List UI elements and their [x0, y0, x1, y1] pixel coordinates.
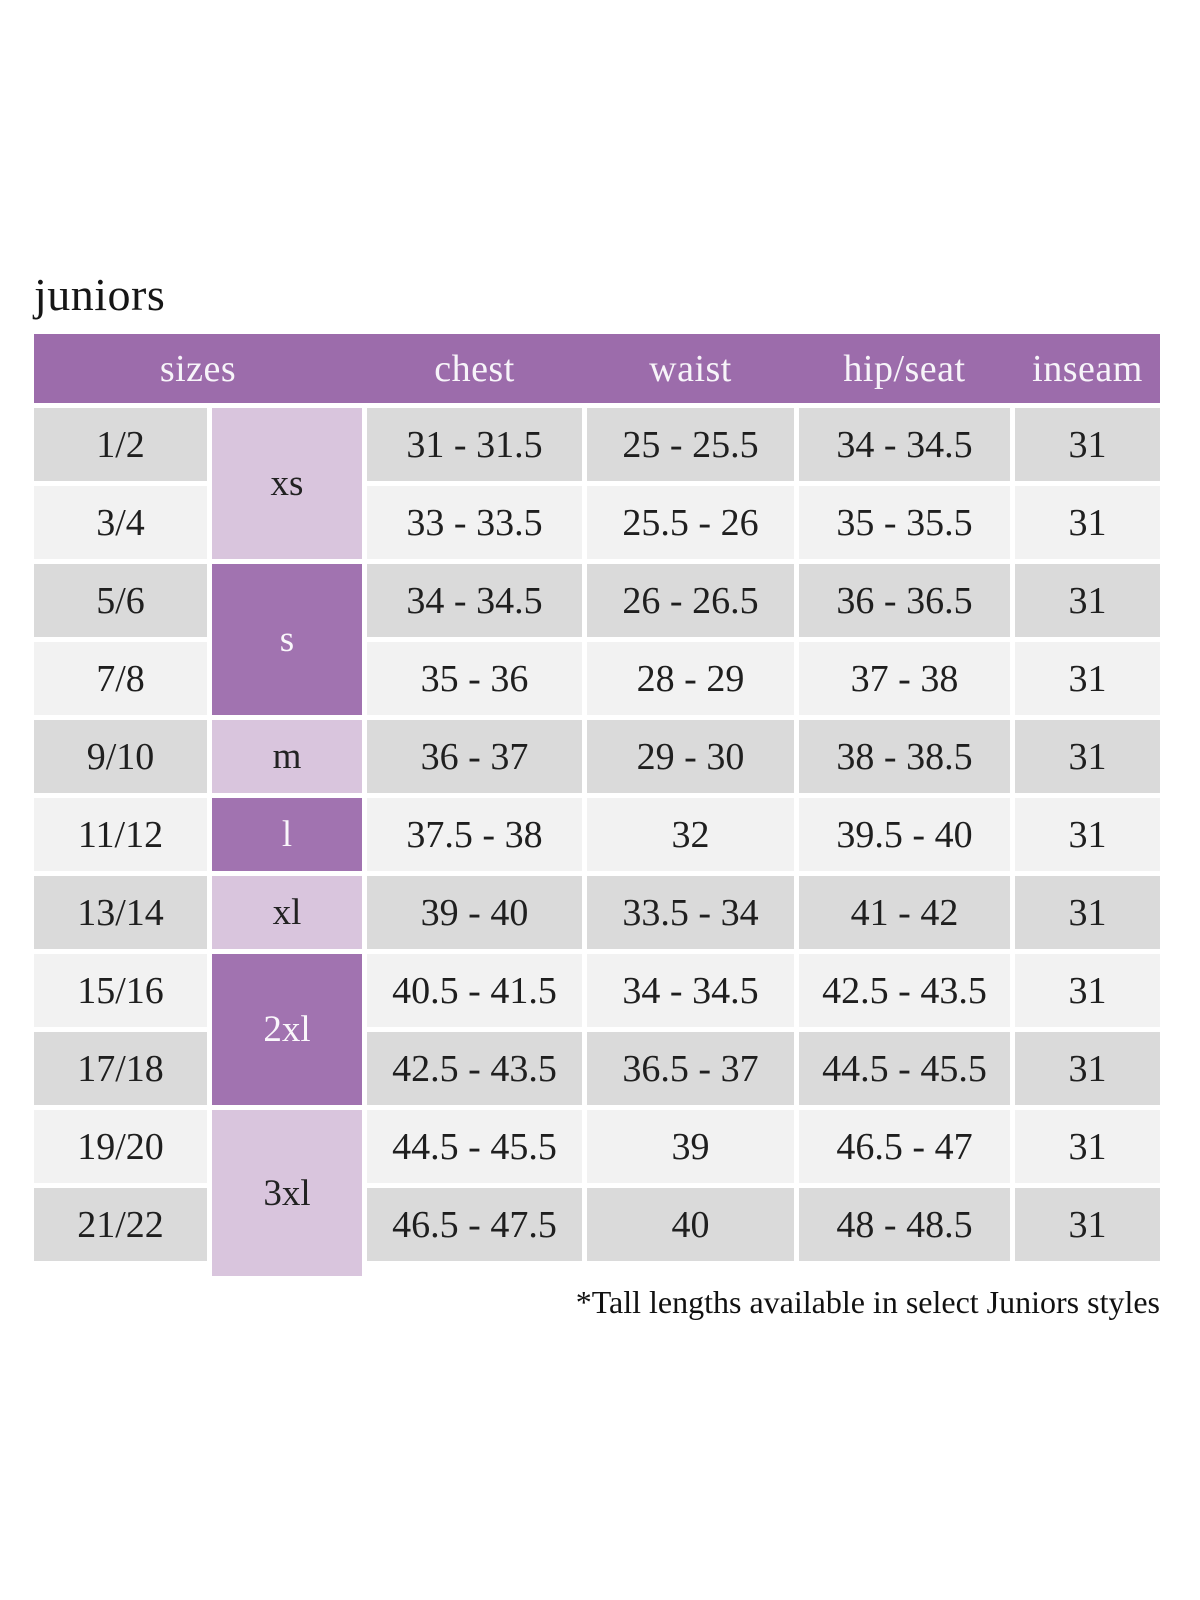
inseam-cell: 31 — [1015, 486, 1160, 559]
chest-cell: 36 - 37 — [367, 720, 582, 793]
chest-cell: 35 - 36 — [367, 642, 582, 715]
inseam-cell: 31 — [1015, 564, 1160, 637]
chest-cell: 40.5 - 41.5 — [367, 954, 582, 1027]
hip-cell: 39.5 - 40 — [799, 798, 1010, 871]
chest-cell: 37.5 - 38 — [367, 798, 582, 871]
size-cell: 3/4 — [34, 486, 207, 559]
waist-cell: 25 - 25.5 — [587, 408, 794, 481]
waist-cell: 32 — [587, 798, 794, 871]
waist-cell: 26 - 26.5 — [587, 564, 794, 637]
size-cell: 9/10 — [34, 720, 207, 793]
page-title: juniors — [34, 269, 166, 320]
hip-cell: 37 - 38 — [799, 642, 1010, 715]
inseam-cell: 31 — [1015, 876, 1160, 949]
hip-cell: 36 - 36.5 — [799, 564, 1010, 637]
chest-cell: 31 - 31.5 — [367, 408, 582, 481]
hip-cell: 35 - 35.5 — [799, 486, 1010, 559]
juniors-size-table: sizes chest waist hip/seat inseam 1/2 xs… — [34, 334, 1160, 1276]
tall-lengths-footnote: *Tall lengths available in select Junior… — [575, 1284, 1160, 1320]
chest-cell: 33 - 33.5 — [367, 486, 582, 559]
hip-cell: 48 - 48.5 — [799, 1188, 1010, 1261]
hip-cell: 44.5 - 45.5 — [799, 1032, 1010, 1105]
waist-cell: 39 — [587, 1110, 794, 1183]
letter-cell-xs: xs — [212, 408, 362, 559]
waist-cell: 33.5 - 34 — [587, 876, 794, 949]
letter-cell-3xl: 3xl — [212, 1110, 362, 1276]
size-cell: 15/16 — [34, 954, 207, 1027]
size-cell: 11/12 — [34, 798, 207, 871]
table-body: 1/2 xs 31 - 31.5 25 - 25.5 34 - 34.5 31 … — [34, 408, 1160, 1276]
inseam-cell: 31 — [1015, 1032, 1160, 1105]
chest-cell: 39 - 40 — [367, 876, 582, 949]
letter-cell-2xl: 2xl — [212, 954, 362, 1105]
chest-cell: 42.5 - 43.5 — [367, 1032, 582, 1105]
chest-cell: 34 - 34.5 — [367, 564, 582, 637]
size-cell: 21/22 — [34, 1188, 207, 1261]
inseam-cell: 31 — [1015, 1110, 1160, 1183]
size-cell: 5/6 — [34, 564, 207, 637]
inseam-cell: 31 — [1015, 954, 1160, 1027]
table-header-row: sizes chest waist hip/seat inseam — [34, 334, 1160, 403]
inseam-cell: 31 — [1015, 408, 1160, 481]
size-cell: 17/18 — [34, 1032, 207, 1105]
letter-cell-l: l — [212, 798, 362, 871]
size-cell: 7/8 — [34, 642, 207, 715]
waist-cell: 28 - 29 — [587, 642, 794, 715]
letter-cell-m: m — [212, 720, 362, 793]
chest-cell: 44.5 - 45.5 — [367, 1110, 582, 1183]
inseam-cell: 31 — [1015, 798, 1160, 871]
size-cell: 1/2 — [34, 408, 207, 481]
header-sizes: sizes — [159, 347, 237, 390]
inseam-cell: 31 — [1015, 1188, 1160, 1261]
header-waist: waist — [649, 347, 732, 390]
inseam-cell: 31 — [1015, 642, 1160, 715]
hip-cell: 34 - 34.5 — [799, 408, 1010, 481]
chest-cell: 46.5 - 47.5 — [367, 1188, 582, 1261]
hip-cell: 41 - 42 — [799, 876, 1010, 949]
inseam-cell: 31 — [1015, 720, 1160, 793]
waist-cell: 40 — [587, 1188, 794, 1261]
hip-cell: 42.5 - 43.5 — [799, 954, 1010, 1027]
hip-cell: 46.5 - 47 — [799, 1110, 1010, 1183]
letter-cell-xl: xl — [212, 876, 362, 949]
header-chest: chest — [434, 347, 515, 390]
header-hip-seat: hip/seat — [843, 347, 966, 390]
waist-cell: 25.5 - 26 — [587, 486, 794, 559]
waist-cell: 34 - 34.5 — [587, 954, 794, 1027]
waist-cell: 29 - 30 — [587, 720, 794, 793]
header-inseam: inseam — [1032, 347, 1143, 390]
hip-cell: 38 - 38.5 — [799, 720, 1010, 793]
letter-cell-s: s — [212, 564, 362, 715]
size-cell: 19/20 — [34, 1110, 207, 1183]
size-cell: 13/14 — [34, 876, 207, 949]
waist-cell: 36.5 - 37 — [587, 1032, 794, 1105]
